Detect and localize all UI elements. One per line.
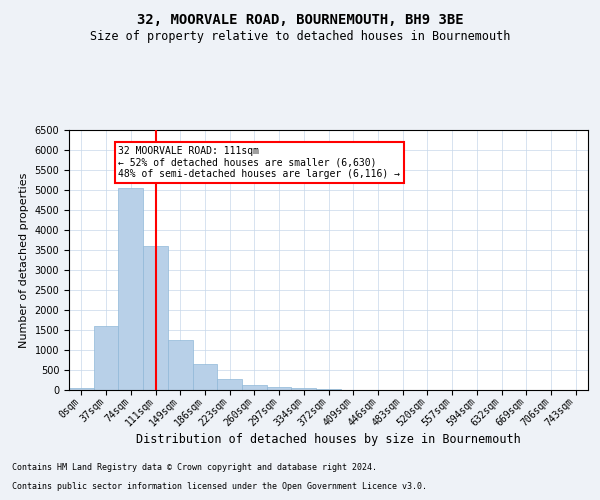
Bar bbox=[217, 379, 242, 390]
Bar bbox=[143, 246, 168, 390]
Bar bbox=[242, 385, 267, 390]
Text: Distribution of detached houses by size in Bournemouth: Distribution of detached houses by size … bbox=[136, 432, 521, 446]
Text: Contains public sector information licensed under the Open Government Licence v3: Contains public sector information licen… bbox=[12, 482, 427, 491]
Bar bbox=[94, 326, 118, 390]
Text: Size of property relative to detached houses in Bournemouth: Size of property relative to detached ho… bbox=[90, 30, 510, 43]
Bar bbox=[69, 388, 94, 390]
Bar bbox=[267, 387, 292, 390]
Text: 32, MOORVALE ROAD, BOURNEMOUTH, BH9 3BE: 32, MOORVALE ROAD, BOURNEMOUTH, BH9 3BE bbox=[137, 12, 463, 26]
Text: Contains HM Land Registry data © Crown copyright and database right 2024.: Contains HM Land Registry data © Crown c… bbox=[12, 464, 377, 472]
Bar bbox=[193, 364, 217, 390]
Text: 32 MOORVALE ROAD: 111sqm
← 52% of detached houses are smaller (6,630)
48% of sem: 32 MOORVALE ROAD: 111sqm ← 52% of detach… bbox=[118, 146, 400, 179]
Bar bbox=[316, 389, 341, 390]
Bar bbox=[292, 388, 316, 390]
Bar bbox=[168, 340, 193, 390]
Y-axis label: Number of detached properties: Number of detached properties bbox=[19, 172, 29, 348]
Bar bbox=[118, 188, 143, 390]
